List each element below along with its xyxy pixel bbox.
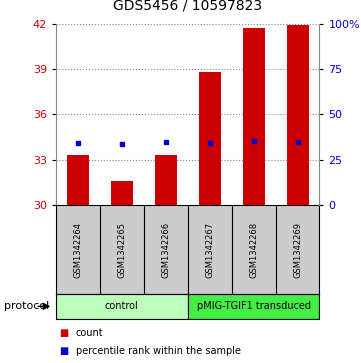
Bar <box>67 155 89 205</box>
Text: GSM1342266: GSM1342266 <box>161 221 170 278</box>
Bar <box>111 181 133 205</box>
Text: GSM1342264: GSM1342264 <box>73 221 82 278</box>
Bar <box>188 294 319 319</box>
Bar <box>243 28 265 205</box>
Text: count: count <box>76 328 104 338</box>
Text: GSM1342265: GSM1342265 <box>117 221 126 278</box>
Text: GDS5456 / 10597823: GDS5456 / 10597823 <box>113 0 262 13</box>
Text: ■: ■ <box>60 328 69 338</box>
Bar <box>199 72 221 205</box>
Text: percentile rank within the sample: percentile rank within the sample <box>76 346 241 356</box>
Text: pMIG-TGIF1 transduced: pMIG-TGIF1 transduced <box>197 301 310 311</box>
Text: GSM1342267: GSM1342267 <box>205 221 214 278</box>
Text: control: control <box>105 301 139 311</box>
Text: GSM1342268: GSM1342268 <box>249 221 258 278</box>
Text: ■: ■ <box>60 346 69 356</box>
Bar <box>56 294 188 319</box>
Bar <box>155 155 177 205</box>
Text: GSM1342269: GSM1342269 <box>293 221 302 278</box>
Bar <box>287 25 309 205</box>
Text: protocol: protocol <box>4 301 49 311</box>
